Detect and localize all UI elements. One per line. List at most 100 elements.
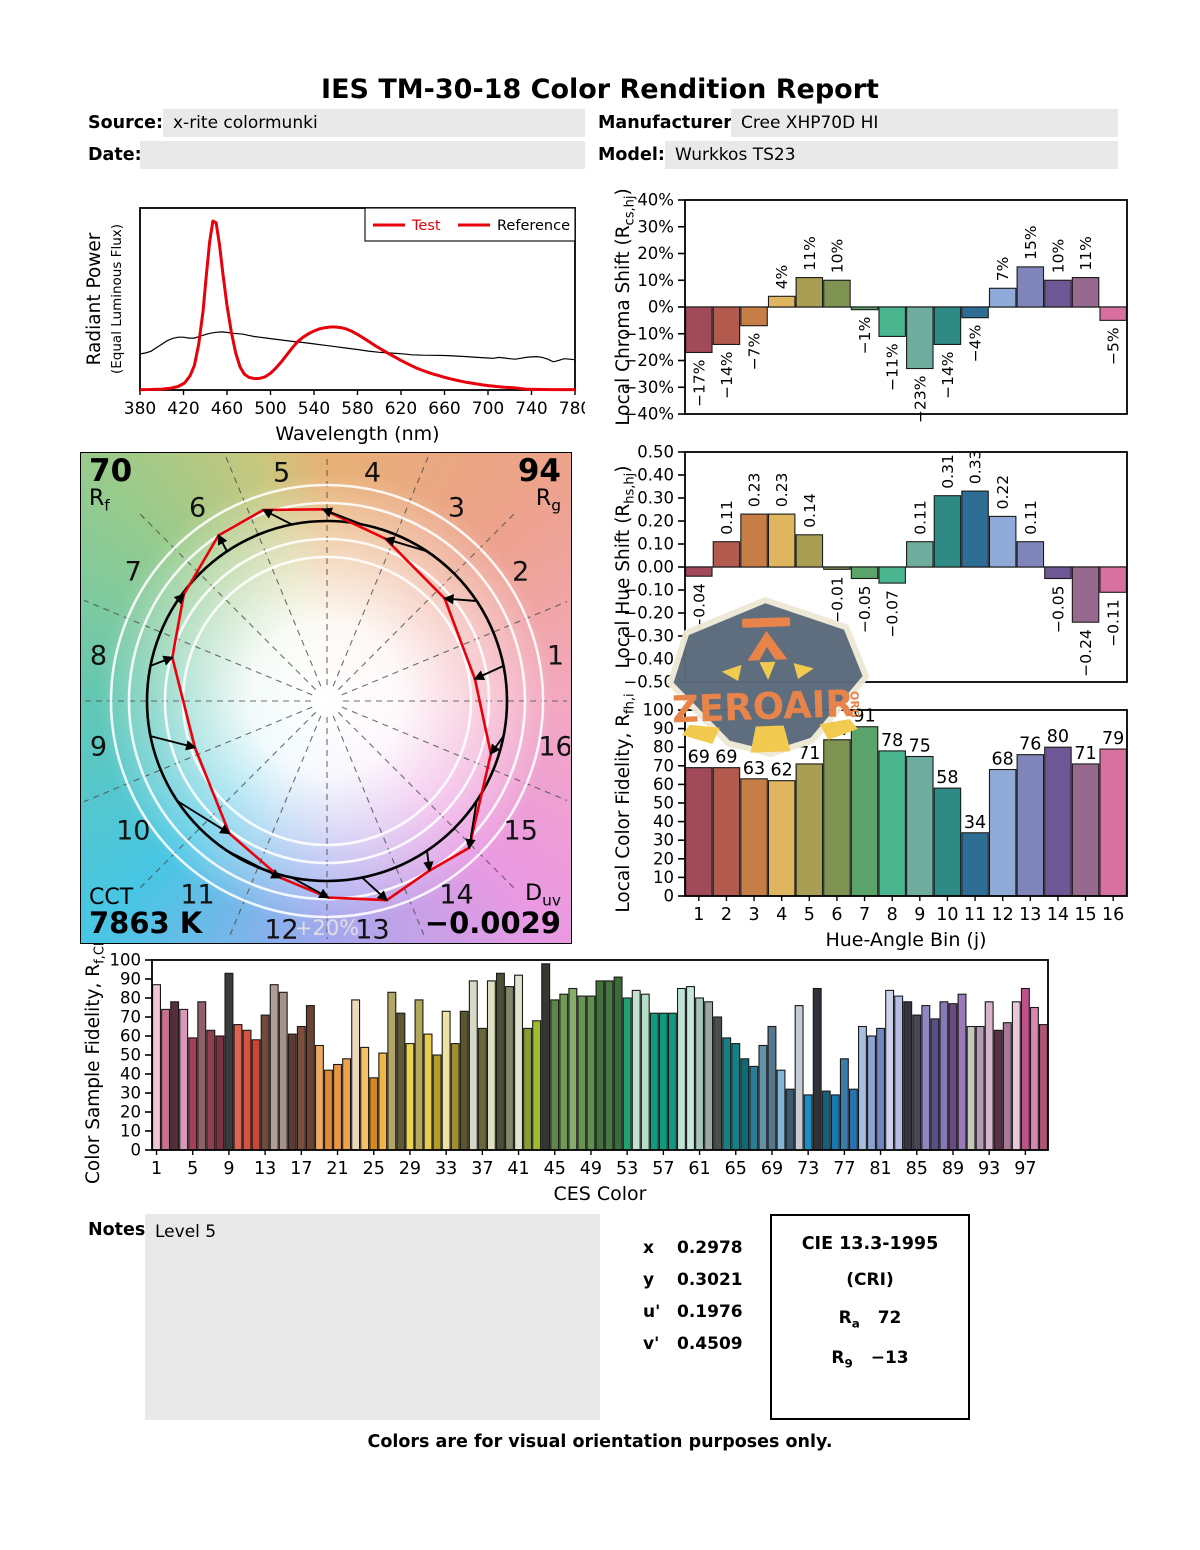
- svg-text:79: 79: [1102, 729, 1124, 749]
- svg-text:380: 380: [124, 399, 156, 419]
- beam-icon: [750, 725, 791, 753]
- svg-text:40: 40: [120, 1065, 141, 1084]
- svg-text:2: 2: [512, 557, 529, 588]
- svg-text:76: 76: [1019, 735, 1041, 755]
- svg-text:69: 69: [715, 748, 737, 768]
- svg-text:0.00: 0.00: [637, 558, 674, 577]
- svg-text:0.31: 0.31: [939, 454, 957, 489]
- svg-text:7%: 7%: [994, 257, 1012, 282]
- svg-text:73: 73: [797, 1159, 819, 1179]
- zeroair-watermark-logo: ZEROAIR ORG: [667, 597, 870, 757]
- svg-text:85: 85: [906, 1159, 928, 1179]
- footer-disclaimer: Colors are for visual orientation purpos…: [367, 1432, 833, 1452]
- svg-text:13: 13: [355, 915, 389, 942]
- cri-title: CIE 13.3-1995: [801, 1234, 939, 1254]
- svg-text:13: 13: [254, 1159, 276, 1179]
- svg-text:41: 41: [507, 1159, 529, 1179]
- svg-text:540: 540: [298, 399, 330, 419]
- svg-text:420: 420: [167, 399, 199, 419]
- svg-text:17: 17: [290, 1159, 312, 1179]
- svg-text:30: 30: [653, 831, 674, 850]
- svg-text:2: 2: [721, 905, 732, 925]
- color-vector-graphic: 1 2 3 4 5 6 7 8 9 10 11 12 13 14 15 16 +20% 70 Rf 94 Rg …: [80, 452, 572, 944]
- svg-text:5: 5: [273, 457, 290, 488]
- svg-text:30%: 30%: [637, 217, 674, 236]
- svg-text:9: 9: [90, 731, 107, 762]
- svg-text:10: 10: [936, 905, 958, 925]
- rg-value-block: 94 Rg: [517, 453, 561, 514]
- svg-text:33: 33: [435, 1159, 457, 1179]
- svg-text:1: 1: [693, 905, 704, 925]
- svg-text:10%: 10%: [637, 271, 674, 290]
- cri-subtitle: (CRI): [846, 1270, 894, 1290]
- spectral-power-chart: 380 420 460 500 540 580 620 660 700 740 780 Wavelen…: [84, 207, 585, 445]
- svg-text:60: 60: [653, 775, 674, 794]
- svg-text:−5%: −5%: [1105, 327, 1123, 365]
- svg-text:20%: 20%: [637, 244, 674, 263]
- svg-text:3: 3: [448, 492, 465, 523]
- svg-text:53: 53: [616, 1159, 638, 1179]
- svg-text:−0.24: −0.24: [1077, 629, 1095, 677]
- svg-text:0: 0: [131, 1141, 142, 1160]
- svg-text:(Equal Luminous Flux): (Equal Luminous Flux): [109, 224, 125, 374]
- svg-text:−0.05: −0.05: [1049, 586, 1067, 634]
- svg-text:0.40: 0.40: [637, 466, 674, 485]
- svg-text:460: 460: [211, 399, 243, 419]
- date-label: Date:: [88, 145, 142, 165]
- svg-text:57: 57: [652, 1159, 674, 1179]
- svg-text:−10%: −10%: [624, 324, 675, 343]
- source-value: x-rite colormunki: [163, 109, 585, 137]
- svg-text:78: 78: [881, 731, 903, 751]
- page-title: IES TM-30-18 Color Rendition Report: [321, 74, 879, 105]
- svg-text:14: 14: [439, 880, 473, 911]
- svg-text:10: 10: [116, 815, 150, 846]
- svg-text:34: 34: [964, 813, 986, 833]
- notes-box: Level 5: [145, 1214, 600, 1420]
- svg-text:0.50: 0.50: [637, 443, 674, 462]
- svg-text:1: 1: [151, 1159, 162, 1179]
- svg-text:16: 16: [1102, 905, 1124, 925]
- svg-text:−23%: −23%: [911, 376, 929, 423]
- svg-text:80: 80: [1047, 727, 1069, 747]
- rg-value: 94: [517, 453, 561, 489]
- svg-text:+20%: +20%: [295, 916, 359, 940]
- svg-text:15%: 15%: [1022, 225, 1040, 259]
- svg-text:−0.07: −0.07: [884, 590, 902, 638]
- svg-text:69: 69: [688, 748, 710, 768]
- svg-text:50: 50: [653, 794, 674, 813]
- rf-label: Rf: [89, 485, 110, 514]
- svg-text:−0.20: −0.20: [623, 604, 674, 623]
- svg-text:580: 580: [341, 399, 373, 419]
- svg-text:77: 77: [833, 1159, 855, 1179]
- beam-icon: [681, 724, 720, 744]
- svg-text:0.11: 0.11: [911, 500, 929, 535]
- svg-text:9: 9: [914, 905, 925, 925]
- svg-text:0.10: 0.10: [637, 535, 674, 554]
- svg-text:700: 700: [472, 399, 504, 419]
- svg-text:70: 70: [653, 756, 674, 775]
- svg-text:100: 100: [110, 951, 142, 970]
- svg-text:12: 12: [264, 915, 298, 942]
- svg-text:Local Color Fidelity, Rfh,i: Local Color Fidelity, Rfh,i: [613, 693, 638, 912]
- org-wordmark: ORG: [848, 691, 862, 718]
- svg-text:60: 60: [120, 1027, 141, 1046]
- v-prime-row: v' 0.4509: [643, 1334, 743, 1354]
- svg-text:30: 30: [120, 1084, 141, 1103]
- svg-text:20: 20: [653, 849, 674, 868]
- source-label: Source:: [88, 113, 163, 133]
- svg-text:90: 90: [653, 719, 674, 738]
- svg-text:11%: 11%: [1077, 236, 1095, 270]
- svg-text:3: 3: [748, 905, 759, 925]
- svg-text:−0.04: −0.04: [690, 583, 708, 631]
- svg-text:15: 15: [1074, 905, 1096, 925]
- svg-text:−0.50: −0.50: [623, 673, 674, 692]
- rg-label: Rg: [535, 485, 561, 514]
- svg-text:12: 12: [992, 905, 1014, 925]
- local-color-fidelity-chart: 1009080706050403020100696963627184917875…: [613, 693, 1128, 951]
- svg-text:500: 500: [254, 399, 286, 419]
- svg-text:93: 93: [978, 1159, 1000, 1179]
- svg-text:49: 49: [580, 1159, 602, 1179]
- svg-text:−4%: −4%: [967, 325, 985, 363]
- cct-value: 7863 K: [89, 906, 203, 941]
